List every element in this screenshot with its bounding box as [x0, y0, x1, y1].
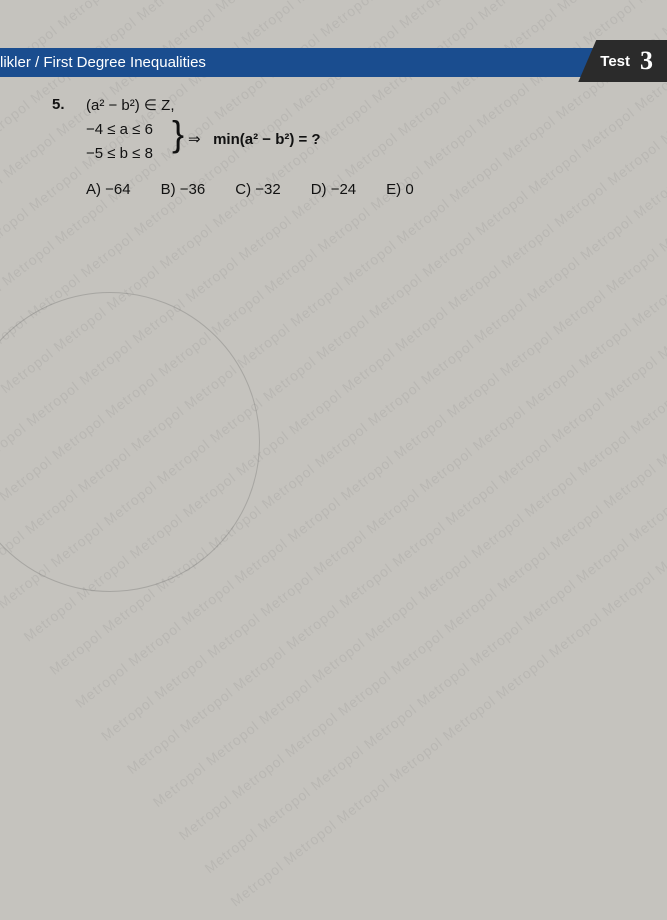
constraint-b: −5 ≤ b ≤ 8	[86, 142, 153, 166]
choice-a[interactable]: A) −64	[86, 178, 131, 202]
brace-icon: }	[172, 116, 184, 152]
watermark-row: Metropol Metropol Metropol Metropol Metr…	[90, 157, 667, 755]
test-badge: Test 3	[578, 40, 667, 82]
answer-choices: A) −64 B) −36 C) −32 D) −24 E) 0	[86, 178, 414, 202]
header-bar: likler / First Degree Inequalities	[0, 48, 667, 77]
watermark-row: Metropol Metropol Metropol Metropol Metr…	[64, 123, 667, 721]
watermark-row: Metropol Metropol Metropol Metropol Metr…	[219, 322, 667, 920]
question-body: (a² − b²) ∈ Z, −4 ≤ a ≤ 6 −5 ≤ b ≤ 8 } ⇒…	[86, 94, 414, 202]
choice-c[interactable]: C) −32	[235, 178, 280, 202]
arc-decoration	[0, 292, 260, 592]
watermark-row: Metropol Metropol Metropol Metropol Metr…	[116, 190, 667, 788]
constraint-a: −4 ≤ a ≤ 6	[86, 118, 153, 142]
choice-e[interactable]: E) 0	[386, 178, 414, 202]
choice-b[interactable]: B) −36	[161, 178, 206, 202]
question-ask: min(a² − b²) = ?	[213, 131, 321, 148]
constraint-block: −4 ≤ a ≤ 6 −5 ≤ b ≤ 8 } ⇒ min(a² − b²) =…	[86, 118, 153, 166]
test-label: Test	[600, 53, 630, 70]
watermark-row: Metropol Metropol Metropol Metropol Metr…	[0, 0, 667, 589]
implication-row: ⇒ min(a² − b²) = ?	[188, 128, 321, 152]
given-domain: (a² − b²) ∈ Z,	[86, 94, 414, 118]
question-block: 5. (a² − b²) ∈ Z, −4 ≤ a ≤ 6 −5 ≤ b ≤ 8 …	[52, 94, 414, 202]
choice-d[interactable]: D) −24	[311, 178, 356, 202]
section-title: likler / First Degree Inequalities	[0, 48, 667, 77]
watermark-row: Metropol Metropol Metropol Metropol Metr…	[0, 0, 657, 523]
watermark-row: Metropol Metropol Metropol Metropol Metr…	[0, 0, 667, 556]
question-number: 5.	[52, 96, 65, 113]
implies-arrow: ⇒	[188, 131, 201, 148]
watermark-row: Metropol Metropol Metropol Metropol Metr…	[168, 256, 667, 854]
test-number: 3	[640, 46, 653, 76]
watermark-row: Metropol Metropol Metropol Metropol Metr…	[193, 289, 667, 887]
watermark-row: Metropol Metropol Metropol Metropol Metr…	[142, 223, 667, 821]
